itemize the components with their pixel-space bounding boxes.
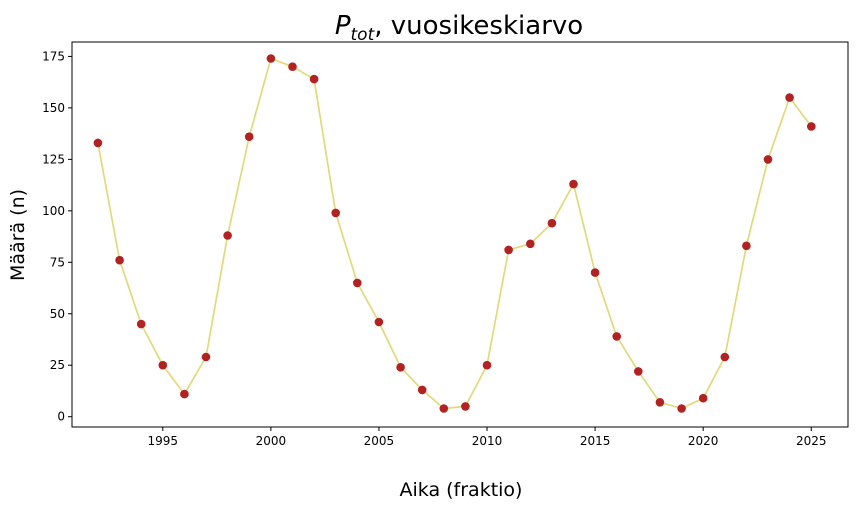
x-axis-label: Aika (fraktio) (400, 479, 523, 501)
data-point (244, 132, 254, 141)
data-point (634, 367, 643, 376)
title-rest: , vuosikeskiarvo (374, 11, 583, 41)
plot-frame (71, 41, 849, 428)
x-tick-label: 2010 (472, 434, 503, 448)
data-point (526, 239, 535, 249)
data-point (158, 360, 168, 370)
data-point (720, 352, 730, 362)
y-tick-label: 75 (50, 255, 65, 269)
data-point (180, 389, 189, 399)
data-point (309, 74, 319, 84)
y-tick-label: 175 (42, 49, 65, 63)
data-point (547, 218, 557, 228)
chart-title: Ptot, vuosikeskiarvo (335, 11, 583, 45)
data-point (590, 268, 600, 277)
series-line (97, 57, 812, 410)
data-point (266, 54, 276, 63)
x-tick-label: 2025 (796, 434, 827, 448)
data-point (396, 363, 405, 372)
data-point (93, 138, 103, 148)
y-tick-label: 25 (50, 358, 65, 372)
data-point (677, 404, 686, 413)
title-main: P (335, 11, 351, 41)
data-point (785, 93, 794, 102)
data-point (698, 393, 708, 403)
data-point (763, 155, 773, 164)
data-point (439, 404, 449, 413)
x-tick-label: 2005 (364, 434, 395, 448)
data-point (374, 317, 384, 327)
y-axis-label: Määrä (n) (7, 189, 29, 281)
x-tick-label: 2015 (580, 434, 611, 448)
data-point (504, 245, 513, 255)
data-point (288, 62, 297, 71)
data-point (612, 332, 621, 341)
data-point (331, 208, 341, 218)
data-point (569, 179, 578, 189)
y-axis: 0 25 50 75 100 125 150 175 (42, 49, 72, 424)
plot-area (93, 54, 816, 413)
data-point (353, 278, 362, 288)
y-tick-label: 150 (42, 101, 65, 115)
data-point (461, 402, 470, 411)
y-tick-label: 100 (42, 204, 65, 218)
data-point (807, 122, 816, 131)
data-point (655, 398, 665, 407)
title-subscript: tot (351, 25, 376, 45)
data-point (136, 319, 146, 329)
x-axis: 1995 2000 2005 2010 2015 2020 2025 (148, 427, 827, 448)
x-tick-label: 2000 (256, 434, 287, 448)
data-point (482, 360, 492, 370)
y-tick-label: 125 (42, 152, 65, 166)
x-tick-label: 2020 (688, 434, 719, 448)
svg-text:Ptot, vuosikeskiarvo: Ptot, vuosikeskiarvo (335, 11, 583, 45)
data-point (115, 255, 124, 265)
data-point (417, 385, 427, 395)
data-point (742, 241, 751, 251)
data-point (223, 231, 232, 240)
data-point (201, 352, 211, 362)
x-tick-label: 1995 (148, 434, 179, 448)
y-tick-label: 0 (57, 410, 65, 424)
y-tick-label: 50 (50, 307, 65, 321)
